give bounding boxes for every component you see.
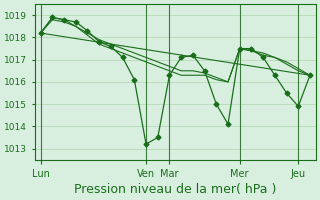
X-axis label: Pression niveau de la mer( hPa ): Pression niveau de la mer( hPa ) xyxy=(74,183,276,196)
